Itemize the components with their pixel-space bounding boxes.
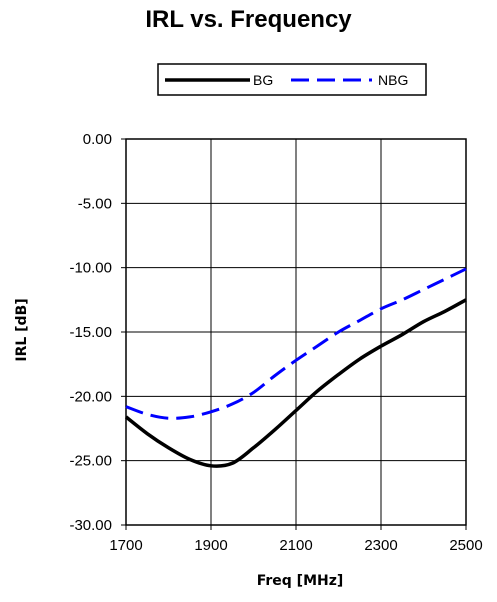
y-tick-label: -20.00 — [69, 388, 112, 405]
x-axis-label: Freq [MHz] — [257, 573, 344, 589]
x-tick-label: 1900 — [194, 537, 227, 554]
legend-label-nbg: NBG — [378, 72, 408, 88]
legend-label-bg: BG — [253, 72, 273, 88]
y-tick-label: -25.00 — [69, 453, 112, 470]
x-tick-label: 2100 — [279, 537, 312, 554]
y-tick-label: -10.00 — [69, 260, 112, 277]
y-tick-label: -5.00 — [78, 195, 112, 212]
y-tick-label: 0.00 — [83, 131, 112, 148]
x-tick-label: 2300 — [364, 537, 397, 554]
x-tick-label: 1700 — [109, 537, 142, 554]
y-axis-label: IRL [dB] — [14, 298, 30, 361]
y-tick-label: -15.00 — [69, 324, 112, 341]
chart-title: IRL vs. Frequency — [145, 6, 352, 33]
plot-area: 1700 1900 2100 2300 2500 0.00 -5.00 -10.00 -15.0… — [69, 131, 482, 554]
series-line-bg — [124, 298, 467, 468]
series-line-nbg — [125, 267, 467, 420]
x-tick-label: 2500 — [449, 537, 482, 554]
y-tick-label: -30.00 — [69, 517, 112, 534]
legend: BG NBG — [157, 63, 427, 96]
